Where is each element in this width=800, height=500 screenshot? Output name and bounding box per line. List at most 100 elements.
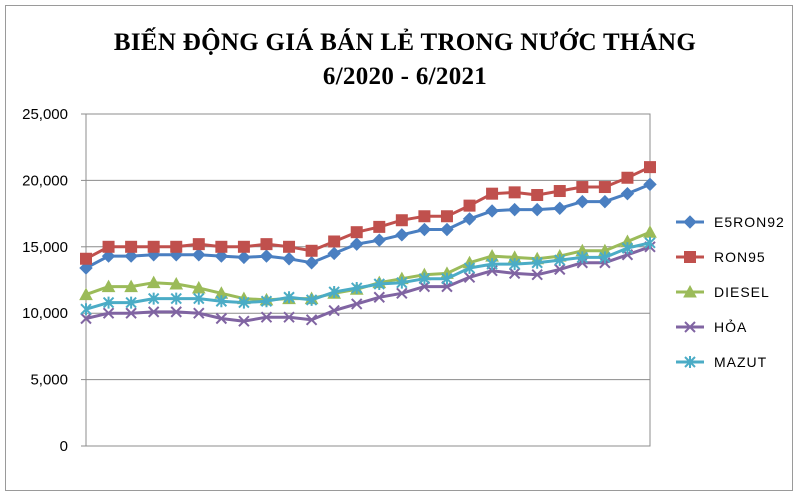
data-point bbox=[192, 248, 206, 262]
legend-item: DIESEL bbox=[676, 284, 769, 300]
data-point bbox=[531, 268, 543, 281]
data-point bbox=[125, 296, 137, 309]
data-point bbox=[147, 240, 160, 253]
legend-item: RON95 bbox=[676, 249, 765, 265]
data-point bbox=[170, 306, 182, 318]
data-point bbox=[373, 277, 385, 290]
data-point bbox=[283, 291, 295, 304]
data-point bbox=[463, 262, 476, 275]
data-point bbox=[554, 254, 566, 267]
y-tick-label: 15,000 bbox=[22, 239, 68, 256]
data-point bbox=[575, 194, 590, 209]
chart-title: BIẾN ĐỘNG GIÁ BÁN LẺ TRONG NƯỚC THÁNG 6/… bbox=[0, 26, 800, 94]
data-point bbox=[396, 287, 408, 299]
data-point bbox=[486, 258, 498, 271]
series-line bbox=[85, 241, 651, 311]
data-point bbox=[440, 210, 453, 223]
data-point bbox=[125, 240, 138, 253]
data-point bbox=[553, 185, 566, 198]
data-point bbox=[305, 293, 318, 306]
data-point bbox=[304, 256, 319, 270]
data-point bbox=[283, 311, 295, 323]
y-tick-label: 25,000 bbox=[22, 106, 68, 123]
data-point bbox=[259, 249, 274, 263]
data-point bbox=[79, 287, 93, 301]
legend-item: E5RON92 bbox=[676, 214, 785, 230]
data-point bbox=[79, 261, 93, 275]
data-point bbox=[531, 256, 543, 269]
data-point bbox=[418, 272, 431, 285]
data-point bbox=[193, 307, 205, 319]
data-point bbox=[238, 315, 250, 327]
data-point bbox=[683, 284, 697, 298]
data-point bbox=[169, 276, 184, 290]
data-point bbox=[327, 246, 341, 261]
series-line bbox=[85, 245, 651, 323]
data-point bbox=[463, 271, 476, 284]
legend-item: MAZUT bbox=[676, 354, 766, 370]
data-point bbox=[372, 233, 386, 247]
data-point bbox=[328, 304, 340, 317]
data-point bbox=[102, 307, 115, 319]
y-tick-label: 10,000 bbox=[22, 305, 68, 322]
data-point bbox=[395, 228, 409, 242]
data-point bbox=[282, 252, 296, 266]
data-point bbox=[351, 281, 363, 294]
data-point bbox=[598, 181, 611, 194]
data-point bbox=[80, 252, 92, 265]
data-point bbox=[283, 240, 296, 253]
data-point bbox=[644, 236, 656, 249]
data-point bbox=[684, 356, 696, 368]
data-point bbox=[684, 251, 696, 263]
data-point bbox=[508, 267, 521, 280]
data-point bbox=[260, 295, 273, 308]
legend-item: HỎA bbox=[676, 318, 746, 335]
data-point bbox=[598, 194, 612, 209]
data-point bbox=[147, 306, 160, 318]
data-point bbox=[80, 312, 92, 325]
data-point bbox=[462, 212, 477, 226]
data-point bbox=[508, 258, 521, 271]
data-point bbox=[147, 292, 160, 305]
data-point bbox=[260, 311, 273, 323]
y-tick-label: 20,000 bbox=[22, 172, 68, 189]
data-point bbox=[417, 222, 432, 237]
legend-label: E5RON92 bbox=[714, 214, 785, 230]
data-point bbox=[418, 210, 431, 223]
data-point bbox=[485, 204, 499, 218]
data-point bbox=[124, 249, 138, 263]
data-point bbox=[621, 171, 634, 184]
data-point bbox=[599, 251, 611, 264]
data-point bbox=[214, 249, 229, 263]
data-point bbox=[101, 249, 116, 263]
data-point bbox=[396, 276, 408, 289]
data-point bbox=[237, 250, 251, 265]
data-point bbox=[305, 314, 318, 326]
data-point bbox=[305, 244, 318, 257]
data-point bbox=[102, 296, 115, 309]
data-point bbox=[238, 296, 250, 309]
data-point bbox=[328, 235, 341, 248]
data-point bbox=[193, 292, 205, 305]
data-point bbox=[620, 186, 635, 201]
y-tick-label: 0 bbox=[60, 438, 68, 455]
series-e5ron92 bbox=[79, 177, 657, 275]
data-point bbox=[530, 202, 544, 217]
data-point bbox=[440, 222, 454, 237]
y-tick-label: 5,000 bbox=[30, 372, 68, 389]
data-point bbox=[531, 189, 544, 202]
data-point bbox=[328, 285, 340, 298]
data-point bbox=[554, 263, 566, 276]
data-point bbox=[441, 272, 453, 285]
plot-area bbox=[85, 113, 651, 447]
series-hỏa bbox=[80, 241, 656, 327]
data-point bbox=[684, 321, 696, 333]
data-point bbox=[170, 240, 183, 253]
data-point bbox=[101, 279, 116, 293]
data-point bbox=[683, 215, 697, 229]
data-point bbox=[351, 298, 363, 310]
data-point bbox=[395, 214, 408, 227]
data-point bbox=[125, 307, 137, 319]
data-point bbox=[350, 237, 364, 251]
